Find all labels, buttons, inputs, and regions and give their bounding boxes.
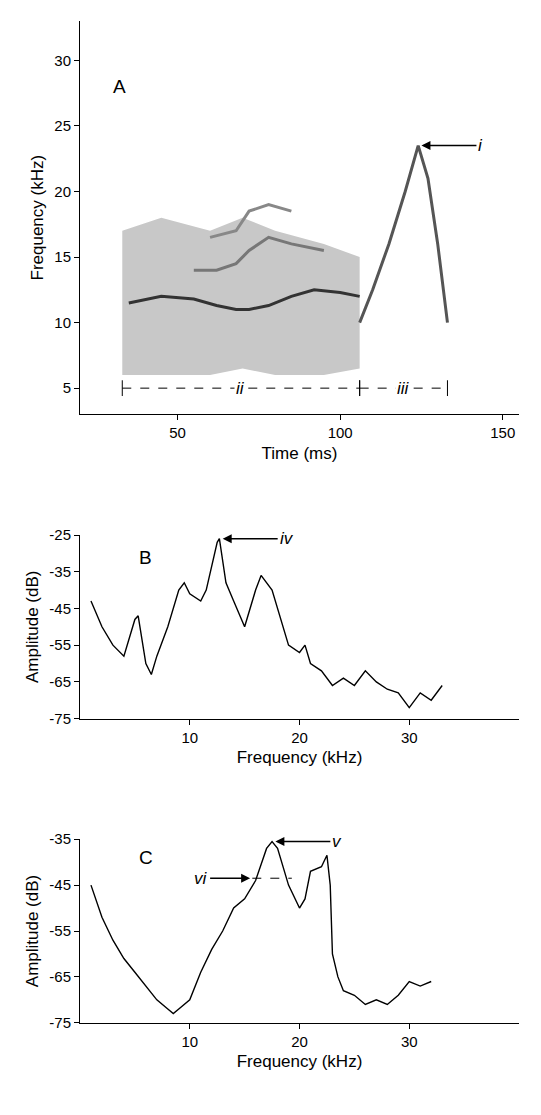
svg-text:20: 20 <box>54 183 71 200</box>
svg-text:30: 30 <box>401 1033 418 1050</box>
svg-text:-55: -55 <box>49 922 71 939</box>
svg-text:-55: -55 <box>49 636 71 653</box>
svg-text:20: 20 <box>291 729 308 746</box>
svg-text:20: 20 <box>291 1033 308 1050</box>
svg-text:25: 25 <box>54 117 71 134</box>
svg-text:Frequency (kHz): Frequency (kHz) <box>28 155 47 281</box>
svg-text:ii: ii <box>236 379 245 398</box>
svg-text:-35: -35 <box>49 830 71 847</box>
svg-text:50: 50 <box>169 424 186 441</box>
svg-text:15: 15 <box>54 248 71 265</box>
svg-text:5: 5 <box>63 379 71 396</box>
svg-text:-25: -25 <box>49 526 71 543</box>
svg-text:Time (ms): Time (ms) <box>262 444 338 463</box>
svg-text:-35: -35 <box>49 563 71 580</box>
svg-text:i: i <box>478 136 483 155</box>
svg-text:vi: vi <box>194 869 208 888</box>
svg-text:10: 10 <box>181 729 198 746</box>
svg-text:-65: -65 <box>49 968 71 985</box>
svg-text:v: v <box>332 832 342 851</box>
svg-text:A: A <box>113 76 126 97</box>
svg-text:iii: iii <box>397 379 410 398</box>
svg-text:10: 10 <box>181 1033 198 1050</box>
svg-text:-75: -75 <box>49 1014 71 1031</box>
svg-text:Amplitude (dB): Amplitude (dB) <box>23 571 42 683</box>
svg-text:100: 100 <box>328 424 353 441</box>
svg-text:30: 30 <box>54 52 71 69</box>
svg-text:150: 150 <box>490 424 515 441</box>
svg-text:-45: -45 <box>49 876 71 893</box>
svg-text:-65: -65 <box>49 673 71 690</box>
svg-text:Frequency (kHz): Frequency (kHz) <box>237 748 363 767</box>
svg-text:-75: -75 <box>49 710 71 727</box>
svg-text:Frequency (kHz): Frequency (kHz) <box>237 1052 363 1071</box>
svg-text:-45: -45 <box>49 600 71 617</box>
svg-text:C: C <box>139 847 153 868</box>
svg-text:Amplitude (dB): Amplitude (dB) <box>23 875 42 987</box>
svg-text:iv: iv <box>280 529 294 548</box>
svg-text:30: 30 <box>401 729 418 746</box>
svg-text:B: B <box>139 547 152 568</box>
svg-text:10: 10 <box>54 314 71 331</box>
